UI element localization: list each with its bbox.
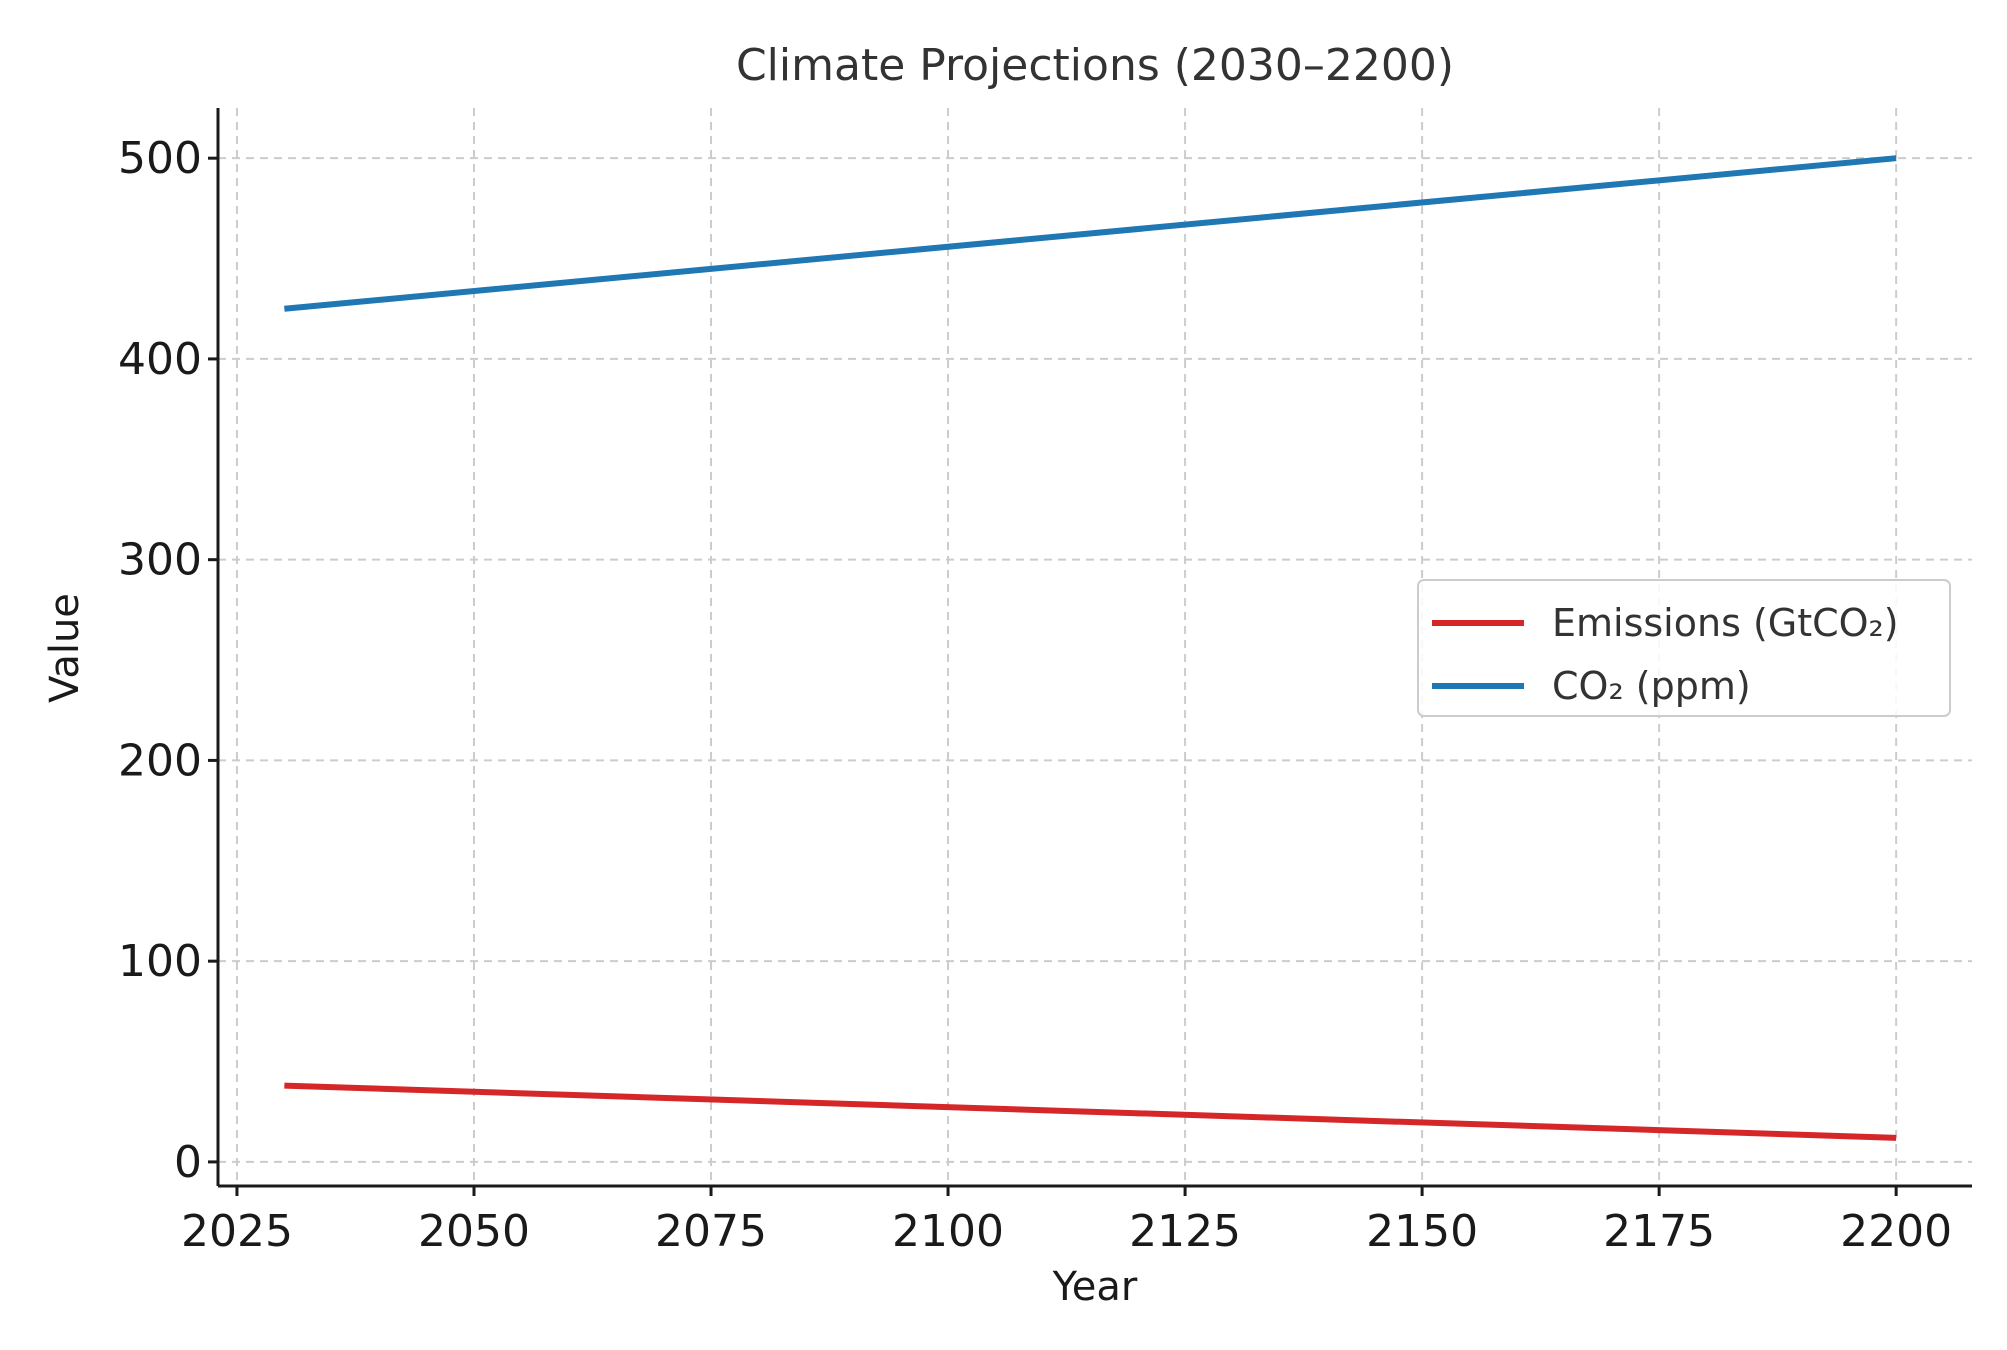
x-tick-label: 2200 — [1840, 1206, 1952, 1257]
y-tick-label: 200 — [118, 735, 202, 786]
y-tick-label: 500 — [118, 133, 202, 184]
chart-title: Climate Projections (2030–2200) — [736, 40, 1454, 91]
x-tick-label: 2075 — [655, 1206, 767, 1257]
x-tick-label: 2125 — [1129, 1206, 1241, 1257]
legend-label: Emissions (GtCO₂) — [1552, 601, 1899, 645]
y-tick-label: 300 — [118, 535, 202, 586]
x-tick-label: 2100 — [892, 1206, 1004, 1257]
grid — [218, 108, 1972, 1186]
axes — [216, 108, 1972, 1188]
x-tick-label: 2050 — [418, 1206, 530, 1257]
series-lines — [284, 155, 1897, 1141]
x-axis-label: Year — [1052, 1264, 1138, 1310]
tick-labels: 2025 2050 2075 2100 2125 2150 2175 2200 0 100 200 3… — [118, 133, 1952, 1257]
y-tick-label: 0 — [174, 1137, 202, 1188]
y-axis-label: Value — [42, 593, 88, 703]
series-line-emissions — [284, 1082, 1897, 1141]
x-tick-label: 2150 — [1366, 1206, 1478, 1257]
legend: Emissions (GtCO₂) CO₂ (ppm) — [1417, 579, 1951, 717]
x-tick-label: 2175 — [1603, 1206, 1715, 1257]
y-tick-label: 100 — [118, 936, 202, 987]
legend-label: CO₂ (ppm) — [1552, 664, 1751, 708]
legend-frame — [1417, 579, 1951, 717]
x-tick-label: 2025 — [181, 1206, 293, 1257]
y-tick-label: 400 — [118, 334, 202, 385]
series-line-co2 — [284, 155, 1897, 312]
